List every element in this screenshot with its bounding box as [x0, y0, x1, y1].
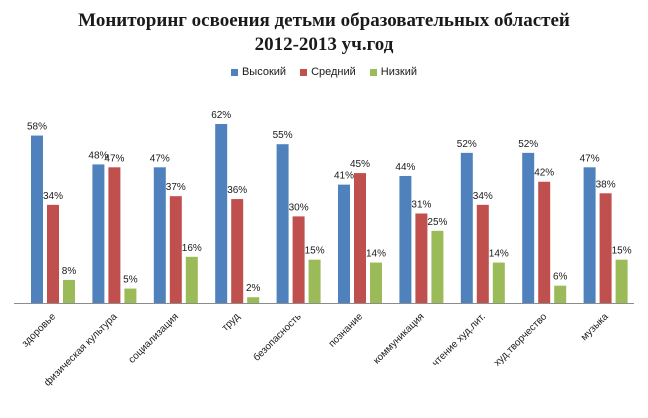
bar — [276, 144, 289, 303]
bar — [599, 193, 612, 303]
data-label: 15% — [305, 246, 325, 257]
legend-item-medium: Средний — [300, 66, 356, 78]
legend-item-high: Высокий — [230, 66, 287, 78]
legend: Высокий Средний Низкий — [0, 66, 648, 78]
bar — [370, 262, 382, 303]
bar — [215, 124, 228, 303]
bar — [153, 167, 166, 303]
data-label: 2% — [246, 283, 261, 294]
bar — [460, 152, 473, 303]
data-label: 14% — [489, 249, 509, 260]
category-label: музыка — [579, 311, 611, 343]
bar — [308, 259, 321, 303]
legend-item-low: Низкий — [369, 66, 418, 78]
bar — [476, 204, 489, 303]
data-label: 34% — [473, 191, 493, 202]
data-label: 52% — [518, 139, 538, 150]
legend-label-medium: Средний — [311, 66, 356, 78]
bar — [292, 216, 305, 303]
category-label: социализация — [127, 311, 181, 365]
data-label: 42% — [534, 168, 554, 179]
data-label: 15% — [612, 246, 632, 257]
bar — [615, 259, 628, 303]
legend-label-low: Низкий — [380, 66, 418, 78]
data-label: 14% — [366, 249, 386, 260]
data-label: 48% — [88, 150, 108, 161]
bar — [415, 213, 428, 303]
bar — [583, 167, 596, 303]
bar — [169, 196, 182, 303]
data-label: 41% — [334, 171, 354, 182]
data-label: 25% — [427, 217, 447, 228]
category-label: труд — [220, 311, 242, 333]
data-label: 5% — [123, 275, 138, 286]
bar — [31, 135, 43, 303]
data-label: 52% — [457, 139, 477, 150]
data-label: 47% — [104, 153, 124, 164]
category-label: коммуникация — [371, 311, 426, 366]
data-label: 47% — [580, 153, 600, 164]
data-label: 37% — [166, 182, 186, 193]
bar — [47, 204, 59, 303]
bar — [108, 167, 121, 303]
bar — [247, 297, 260, 303]
bar — [338, 184, 350, 303]
category-label: худ.творчество — [492, 311, 550, 369]
data-label: 36% — [227, 185, 247, 196]
data-label: 55% — [273, 130, 293, 141]
category-label: чтение худ.лит. — [430, 311, 488, 369]
bar — [554, 285, 567, 303]
data-label: 44% — [395, 162, 415, 173]
bar — [431, 230, 444, 303]
category-label: здоровье — [20, 311, 58, 349]
bar — [124, 288, 137, 303]
data-label: 30% — [289, 202, 309, 213]
data-label: 45% — [350, 159, 370, 170]
data-label: 47% — [150, 153, 170, 164]
bar — [399, 175, 412, 303]
data-label: 6% — [553, 272, 568, 283]
data-label: 58% — [27, 122, 47, 133]
legend-label-high: Высокий — [241, 66, 287, 78]
data-label: 8% — [62, 266, 77, 277]
bar — [538, 181, 551, 303]
data-label: 16% — [182, 243, 202, 254]
legend-swatch-high — [230, 68, 238, 76]
bar — [522, 152, 535, 303]
bar — [231, 199, 244, 303]
category-label: познание — [327, 311, 366, 350]
data-label: 31% — [411, 200, 431, 211]
legend-swatch-low — [369, 68, 377, 76]
bar — [492, 262, 505, 303]
bar — [63, 279, 75, 303]
legend-swatch-medium — [300, 68, 308, 76]
chart-title: Мониторинг освоения детьми образовательн… — [78, 10, 570, 31]
data-label: 62% — [211, 110, 231, 121]
category-label: безопасность — [251, 311, 304, 364]
bar — [185, 256, 198, 303]
bar — [92, 164, 105, 303]
data-label: 34% — [43, 191, 63, 202]
data-label: 38% — [596, 179, 616, 190]
chart-subtitle: 2012-2013 уч.год — [254, 34, 394, 55]
bar — [354, 173, 366, 303]
